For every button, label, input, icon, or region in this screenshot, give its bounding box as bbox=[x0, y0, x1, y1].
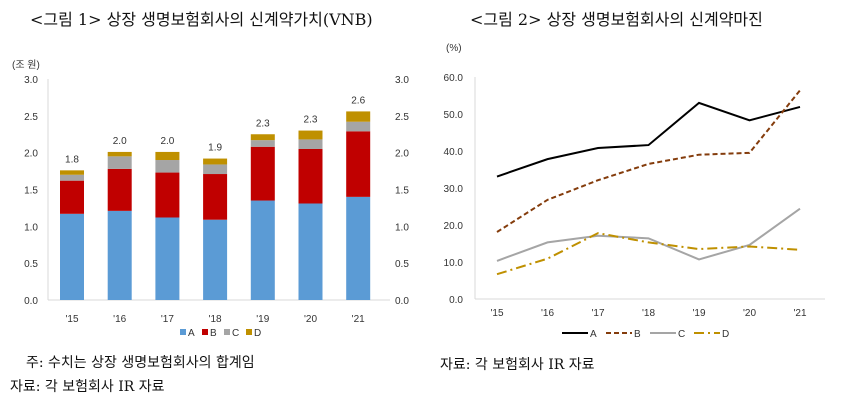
bar-C bbox=[298, 139, 323, 149]
y-tick-label: 60.0 bbox=[444, 73, 464, 84]
legend-swatch-D bbox=[246, 329, 252, 335]
y-tick-label: 0.0 bbox=[449, 295, 463, 306]
x-tick-label: '17 bbox=[161, 314, 174, 325]
y-tick-label: 50.0 bbox=[444, 110, 464, 121]
bar-B bbox=[107, 168, 132, 211]
bar-B bbox=[203, 174, 228, 220]
bar-B bbox=[346, 131, 371, 197]
total-label: 1.9 bbox=[208, 143, 222, 154]
total-label: 2.3 bbox=[256, 118, 270, 129]
total-label: 2.0 bbox=[113, 136, 127, 147]
x-tick-label: '16 bbox=[113, 314, 126, 325]
x-tick-label: '20 bbox=[743, 308, 756, 319]
bar-D bbox=[250, 134, 275, 141]
legend-label-D: D bbox=[722, 329, 729, 340]
y2-tick-label: 1.5 bbox=[395, 186, 409, 197]
right-source: 자료: 각 보험회사 IR 자료 bbox=[440, 357, 595, 373]
total-label: 2.6 bbox=[351, 95, 365, 106]
x-tick-label: '16 bbox=[541, 308, 554, 319]
x-tick-label: '20 bbox=[304, 314, 317, 325]
y2-tick-label: 1.0 bbox=[395, 222, 409, 233]
bar-B bbox=[250, 146, 275, 201]
bar-D bbox=[298, 130, 323, 140]
line-D bbox=[496, 232, 801, 276]
y-tick-label: 40.0 bbox=[444, 147, 464, 158]
y2-tick-label: 2.5 bbox=[395, 112, 409, 123]
x-tick-label: '18 bbox=[642, 308, 655, 319]
bar-C bbox=[60, 174, 84, 181]
y2-tick-label: 2.0 bbox=[395, 149, 409, 160]
bar-D bbox=[346, 111, 371, 122]
total-label: 2.3 bbox=[304, 115, 318, 126]
legend-label-B: B bbox=[210, 328, 217, 339]
legend-label-A: A bbox=[590, 329, 597, 340]
bar-B bbox=[298, 148, 323, 204]
y-tick-label: 3.0 bbox=[24, 75, 38, 86]
bar-B bbox=[155, 172, 180, 218]
bar-A bbox=[60, 213, 84, 300]
y-tick-label: 2.0 bbox=[24, 149, 38, 160]
y-tick-label: 10.0 bbox=[444, 258, 464, 269]
legend-swatch-A bbox=[180, 329, 186, 335]
legend-label-B: B bbox=[634, 329, 641, 340]
legend-label-C: C bbox=[232, 328, 239, 339]
bar-C bbox=[346, 121, 371, 132]
chart2-title: <그림 2> 상장 생명보험회사의 신계약마진 bbox=[470, 10, 763, 29]
bar-A bbox=[155, 217, 180, 300]
x-tick-label: '21 bbox=[793, 308, 806, 319]
y2-tick-label: 0.0 bbox=[395, 296, 409, 307]
x-tick-label: '21 bbox=[352, 314, 365, 325]
bar-A bbox=[346, 196, 371, 300]
total-label: 1.8 bbox=[65, 154, 79, 165]
left-source: 자료: 각 보험회사 IR 자료 bbox=[10, 379, 165, 395]
bar-A bbox=[107, 210, 132, 300]
y-tick-label: 1.5 bbox=[24, 186, 38, 197]
y-tick-label: 1.0 bbox=[24, 222, 38, 233]
y-tick-label: 0.5 bbox=[24, 259, 38, 270]
bar-C bbox=[107, 156, 132, 169]
x-tick-label: '17 bbox=[591, 308, 604, 319]
line-C bbox=[496, 207, 801, 262]
bar-B bbox=[60, 180, 84, 214]
bar-D bbox=[107, 151, 132, 157]
y-tick-label: 30.0 bbox=[444, 184, 464, 195]
bar-C bbox=[155, 160, 180, 173]
bar-D bbox=[203, 158, 228, 165]
x-tick-label: '19 bbox=[256, 314, 269, 325]
chart1-title: <그림 1> 상장 생명보험회사의 신계약가치(VNB) bbox=[30, 10, 373, 29]
x-tick-label: '15 bbox=[65, 314, 78, 325]
bar-A bbox=[203, 219, 228, 300]
bar-C bbox=[203, 164, 228, 175]
line-A bbox=[496, 101, 801, 178]
x-tick-label: '19 bbox=[692, 308, 705, 319]
legend-swatch-C bbox=[224, 329, 230, 335]
chart2-unit-label: (%) bbox=[446, 43, 462, 54]
legend-label-D: D bbox=[254, 328, 261, 339]
left-note: 주: 수치는 상장 생명보험회사의 합계임 bbox=[26, 355, 255, 371]
bar-D bbox=[155, 151, 180, 161]
bar-A bbox=[298, 203, 323, 300]
bar-C bbox=[250, 140, 275, 147]
chart1-unit-label: (조 원) bbox=[12, 59, 40, 71]
legend-label-A: A bbox=[188, 328, 195, 339]
bar-D bbox=[60, 170, 84, 175]
y2-tick-label: 3.0 bbox=[395, 75, 409, 86]
line-B bbox=[496, 89, 801, 233]
y2-tick-label: 0.5 bbox=[395, 259, 409, 270]
total-label: 2.0 bbox=[160, 136, 174, 147]
y-tick-label: 20.0 bbox=[444, 221, 464, 232]
legend-label-C: C bbox=[678, 329, 685, 340]
legend-swatch-B bbox=[202, 329, 208, 335]
y-tick-label: 2.5 bbox=[24, 112, 38, 123]
x-tick-label: '18 bbox=[209, 314, 222, 325]
y-tick-label: 0.0 bbox=[24, 296, 38, 307]
bar-A bbox=[250, 200, 275, 300]
x-tick-label: '15 bbox=[490, 308, 503, 319]
